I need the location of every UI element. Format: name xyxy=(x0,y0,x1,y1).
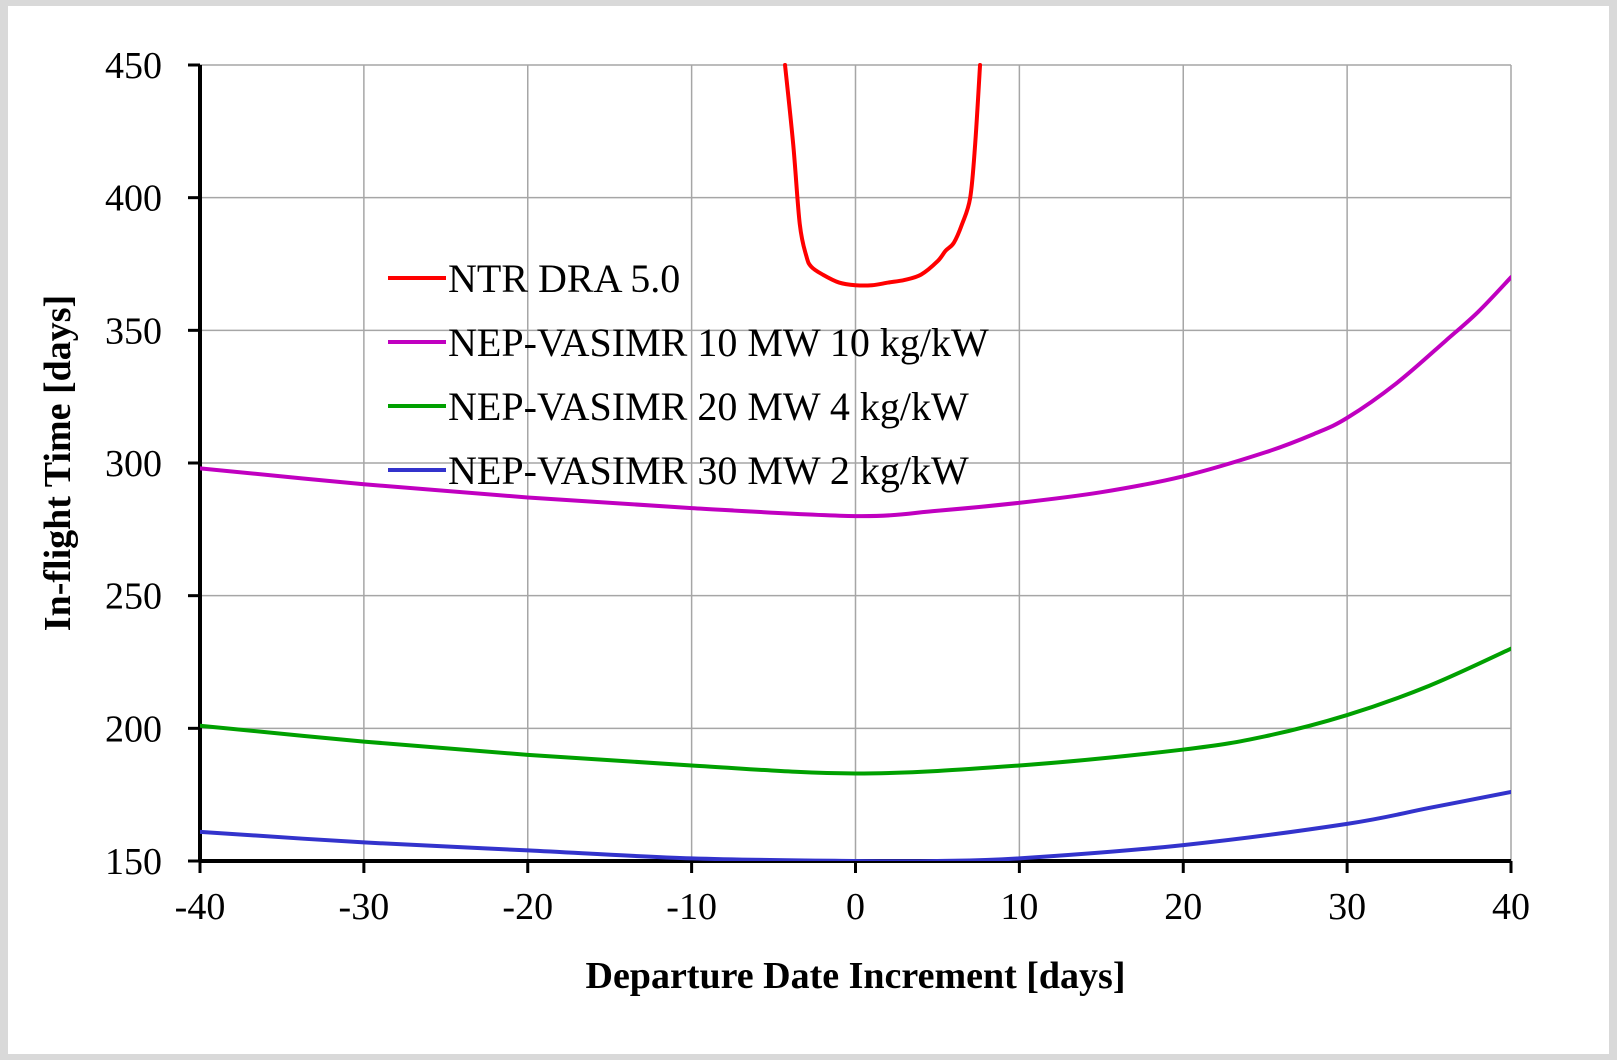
series-line-nep-vasimr-10mw xyxy=(200,275,1511,519)
y-tick-label: 150 xyxy=(105,841,162,883)
y-tick-label: 400 xyxy=(105,178,162,220)
x-tick-label: -30 xyxy=(339,886,390,928)
x-tick-label: -40 xyxy=(175,886,226,928)
series-line-nep-vasimr-20mw xyxy=(200,646,1511,776)
legend-label-nep-vasimr-10mw: NEP-VASIMR 10 MW 10 kg/kW xyxy=(448,320,989,365)
legend-label-nep-vasimr-20mw: NEP-VASIMR 20 MW 4 kg/kW xyxy=(448,384,969,429)
x-axis-title: Departure Date Increment [days] xyxy=(586,955,1126,997)
line-chart: -40 -30 -20 -10 0 10 20 30 40 150 200 250 300 350 400 4… xyxy=(37,45,1530,997)
legend: NTR DRA 5.0 NEP-VASIMR 10 MW 10 kg/kW NEP-… xyxy=(388,256,989,493)
x-tick-label: 0 xyxy=(846,886,865,928)
y-tick-label: 250 xyxy=(105,576,162,618)
x-tick-label: 30 xyxy=(1328,886,1366,928)
series-line-ntr-dra-5-0 xyxy=(783,63,983,288)
legend-label-nep-vasimr-30mw: NEP-VASIMR 30 MW 2 kg/kW xyxy=(448,448,969,493)
axis-labels: Departure Date Increment [days] In-fligh… xyxy=(37,295,1125,997)
x-tick-label: 10 xyxy=(1000,886,1038,928)
x-tick-label: 40 xyxy=(1492,886,1530,928)
y-tick-label: 450 xyxy=(105,45,162,87)
series-lines xyxy=(200,63,1511,861)
x-tick-label: -10 xyxy=(666,886,717,928)
x-tick-label: -20 xyxy=(502,886,553,928)
y-tick-label: 300 xyxy=(105,443,162,485)
y-tick-label: 200 xyxy=(105,708,162,750)
y-axis-title: In-flight Time [days] xyxy=(37,295,79,631)
chart-frame: -40 -30 -20 -10 0 10 20 30 40 150 200 250 300 350 400 4… xyxy=(8,6,1609,1054)
x-tick-label: 20 xyxy=(1164,886,1202,928)
legend-label-ntr-dra-5-0: NTR DRA 5.0 xyxy=(448,256,680,301)
y-tick-label: 350 xyxy=(105,310,162,352)
series-line-nep-vasimr-30mw xyxy=(200,790,1511,861)
